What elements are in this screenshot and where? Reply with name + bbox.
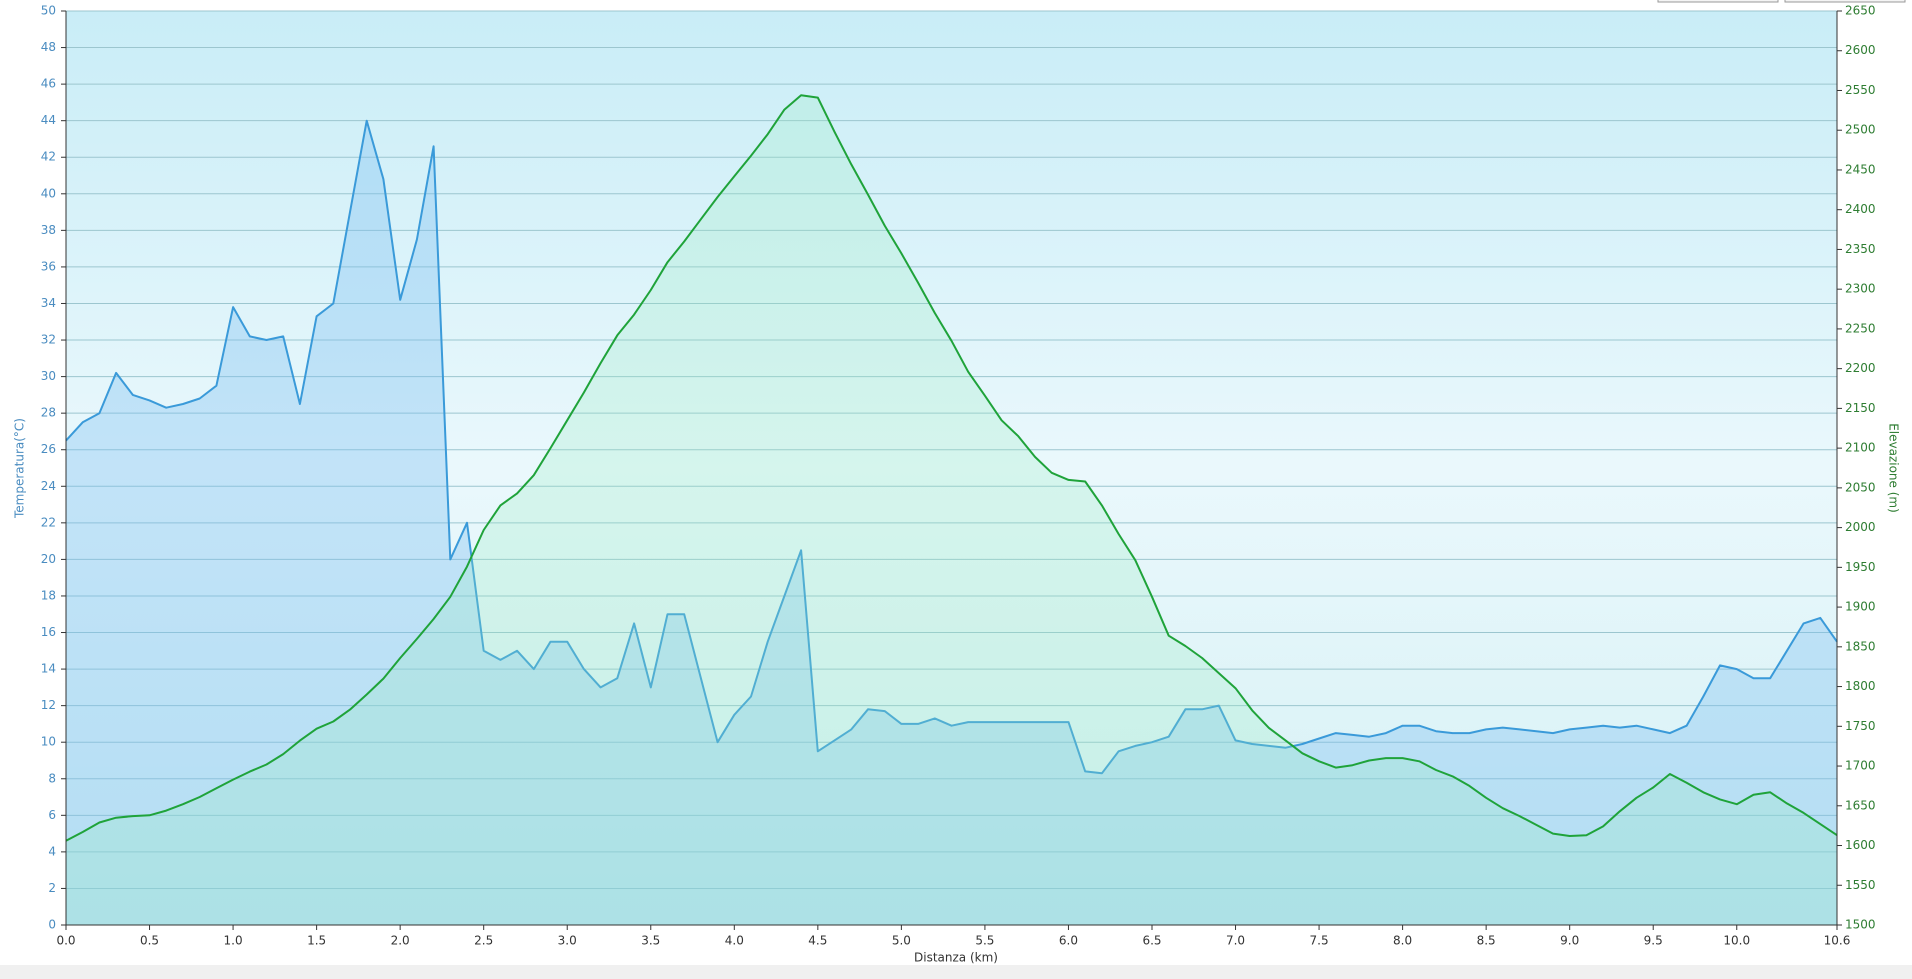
y-tick-label: 34 [41, 296, 56, 310]
y2-tick-label: 1700 [1845, 759, 1876, 773]
y-tick-label: 50 [41, 4, 56, 18]
y2-tick-label: 1800 [1845, 679, 1876, 693]
y-tick-label: 22 [41, 515, 56, 529]
y-tick-label: 8 [48, 771, 56, 785]
y2-tick-label: 2400 [1845, 202, 1876, 216]
y-tick-label: 24 [41, 479, 56, 493]
x-tick-label: 10.0 [1723, 934, 1750, 948]
y2-tick-label: 2050 [1845, 480, 1876, 494]
x-tick-label: 5.5 [975, 934, 994, 948]
y-tick-label: 46 [41, 77, 56, 91]
x-tick-label: 8.0 [1393, 934, 1412, 948]
footer-strip [0, 965, 1912, 979]
y-tick-label: 4 [48, 844, 56, 858]
toolbar-button[interactable] [1657, 0, 1779, 3]
x-tick-label: 7.5 [1310, 934, 1329, 948]
y-tick-label: 44 [41, 113, 56, 127]
y-axis-title: Temperatura(°C) [13, 418, 27, 519]
y2-tick-label: 2000 [1845, 520, 1876, 534]
toolbar-button[interactable] [1784, 0, 1906, 3]
y-tick-label: 36 [41, 259, 56, 273]
y2-tick-label: 2600 [1845, 43, 1876, 57]
y-tick-label: 6 [48, 808, 56, 822]
data [65, 94, 1838, 925]
y-tick-label: 42 [41, 150, 56, 164]
y-tick-label: 18 [41, 588, 56, 602]
y2-axis-title: Elevazione (m) [1887, 423, 1901, 513]
y2-tick-label: 2300 [1845, 282, 1876, 296]
y2-tick-label: 1600 [1845, 838, 1876, 852]
x-tick-label: 2.0 [391, 934, 410, 948]
x-tick-label: 10.6 [1824, 934, 1851, 948]
y-tick-label: 14 [41, 662, 56, 676]
x-axis-title: Distanza (km) [914, 951, 998, 965]
x-tick-label: 0.5 [140, 934, 159, 948]
x-tick-label: 6.0 [1059, 934, 1078, 948]
y-tick-label: 38 [41, 223, 56, 237]
y-tick-label: 28 [41, 406, 56, 420]
y2-tick-label: 2250 [1845, 321, 1876, 335]
x-tick-label: 0.0 [56, 934, 75, 948]
line [65, 94, 1838, 842]
x-tick-label: 9.5 [1644, 934, 1663, 948]
line [65, 119, 1838, 775]
y-tick-label: 32 [41, 333, 56, 347]
x-tick-label: 3.5 [641, 934, 660, 948]
x-tick-label: 7.0 [1226, 934, 1245, 948]
y2-tick-label: 1750 [1845, 719, 1876, 733]
y-tick-label: 0 [48, 918, 56, 932]
area [66, 120, 1837, 925]
x-tick-label: 6.5 [1142, 934, 1161, 948]
y-tick-label: 10 [41, 735, 56, 749]
y2-tick-label: 1500 [1845, 918, 1876, 932]
x-tick-label: 1.0 [224, 934, 243, 948]
grid [66, 10, 1837, 926]
y-tick-label: 26 [41, 442, 56, 456]
y-tick-label: 40 [41, 186, 56, 200]
x-tick-label: 3.0 [558, 934, 577, 948]
x-tick-label: 4.0 [725, 934, 744, 948]
axes: 0246810121416182022242628303234363840424… [41, 4, 1876, 948]
x-tick-label: 4.5 [808, 934, 827, 948]
y2-tick-label: 2450 [1845, 162, 1876, 176]
y2-tick-label: 2100 [1845, 441, 1876, 455]
y2-tick-label: 1900 [1845, 600, 1876, 614]
y2-tick-label: 1850 [1845, 639, 1876, 653]
y2-tick-label: 2550 [1845, 83, 1876, 97]
y-tick-label: 2 [48, 881, 56, 895]
y2-tick-label: 1650 [1845, 798, 1876, 812]
y2-tick-label: 2150 [1845, 401, 1876, 415]
y2-tick-label: 2350 [1845, 242, 1876, 256]
y-tick-label: 16 [41, 625, 56, 639]
x-tick-label: 5.0 [892, 934, 911, 948]
y-tick-label: 30 [41, 369, 56, 383]
y-tick-label: 48 [41, 40, 56, 54]
y2-tick-label: 2500 [1845, 123, 1876, 137]
y2-tick-label: 1950 [1845, 560, 1876, 574]
y2-tick-label: 1550 [1845, 878, 1876, 892]
y2-tick-label: 2650 [1845, 4, 1876, 18]
x-tick-label: 9.0 [1560, 934, 1579, 948]
x-tick-label: 2.5 [474, 934, 493, 948]
x-tick-label: 8.5 [1477, 934, 1496, 948]
plot-background [66, 11, 1837, 925]
y2-tick-label: 2200 [1845, 361, 1876, 375]
y-tick-label: 20 [41, 552, 56, 566]
y-tick-label: 12 [41, 698, 56, 712]
x-tick-label: 1.5 [307, 934, 326, 948]
area [66, 95, 1837, 925]
